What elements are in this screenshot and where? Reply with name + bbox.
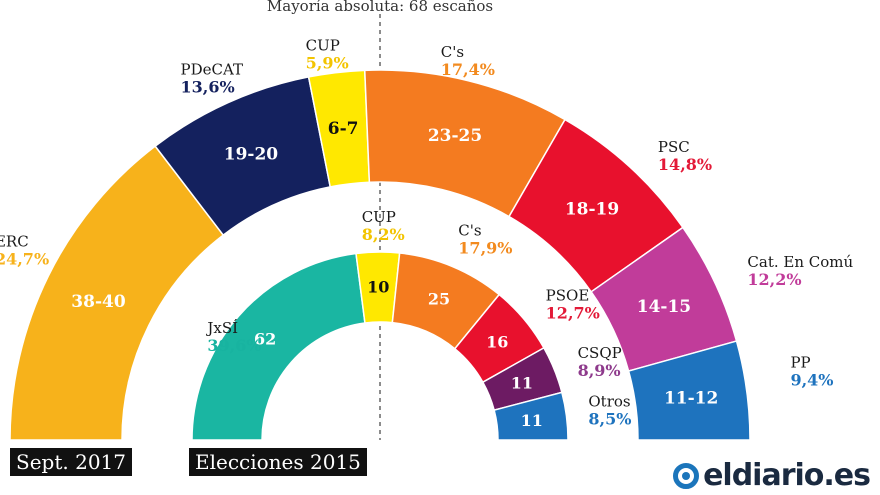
inner-seats-csqp: 11 [511,373,533,392]
inner-party-csqp: CSQP [578,344,622,362]
outer-party-cup: CUP [306,37,340,55]
outer-seats-erc: 38-40 [71,292,126,312]
inner-pct-otros: 8,5% [588,410,631,429]
inner-segment-otros [493,391,569,441]
outer-seats-cat-en-comu: 14-15 [637,297,691,317]
inner-party-jxsi: JxSÍ [205,319,238,337]
inner-party-c-s: C's [458,221,481,239]
inner-pct-cup: 8,2% [362,225,405,244]
inner-party-psoe: PSOE [546,287,590,305]
inner-party-otros: Otros [588,393,630,411]
eldiario-logo-icon [673,462,700,489]
outer-segment-pp [627,340,751,441]
logo-text: eldiario.es [703,458,871,493]
inner-pct-psoe: 12,7% [546,304,600,323]
outer-ring: 38-40ERC24,7%19-20PDeCAT13,6%6-7CUP5,9%2… [0,37,854,441]
outer-pct-cat-en-comu: 12,2% [747,270,801,289]
inner-seats-otros: 11 [521,411,543,430]
outer-pct-erc: 24,7% [0,250,49,269]
outer-party-pp: PP [790,354,810,372]
outer-pct-pp: 9,4% [790,371,833,390]
eldiario-logo: eldiario.es [673,458,871,493]
outer-pct-pdecat: 13,6% [181,77,235,96]
outer-seats-psc: 18-19 [565,199,619,219]
outer-seats-pp: 11-12 [664,389,718,409]
outer-party-cat-en-comu: Cat. En Comú [747,253,853,271]
outer-seats-pdecat: 19-20 [224,145,279,165]
inner-party-cup: CUP [362,208,396,226]
outer-party-pdecat: PDeCAT [181,60,244,78]
outer-seats-c-s: 23-25 [428,126,482,146]
inner-pct-jxsi: 39,6% [207,336,261,355]
inner-segment-jxsi [191,252,366,441]
outer-pct-cup: 5,9% [306,54,349,73]
outer-party-erc: ERC [0,233,29,251]
inner-ring-label: Elecciones 2015 [189,448,367,476]
outer-pct-c-s: 17,4% [441,60,495,79]
outer-ring-label: Sept. 2017 [10,448,132,476]
inner-pct-csqp: 8,9% [578,361,621,380]
inner-seats-psoe: 16 [486,332,508,351]
inner-seats-cup: 10 [367,278,389,297]
chart-title: Mayoría absoluta: 68 escaños [267,0,493,15]
outer-pct-psc: 14,8% [658,155,712,174]
inner-seats-c-s: 25 [428,289,450,308]
inner-pct-c-s: 17,9% [458,238,512,257]
outer-party-psc: PSC [658,138,690,156]
outer-party-c-s: C's [441,43,464,61]
outer-seats-cup: 6-7 [328,119,359,139]
inner-seats-jxsi: 62 [254,330,276,349]
